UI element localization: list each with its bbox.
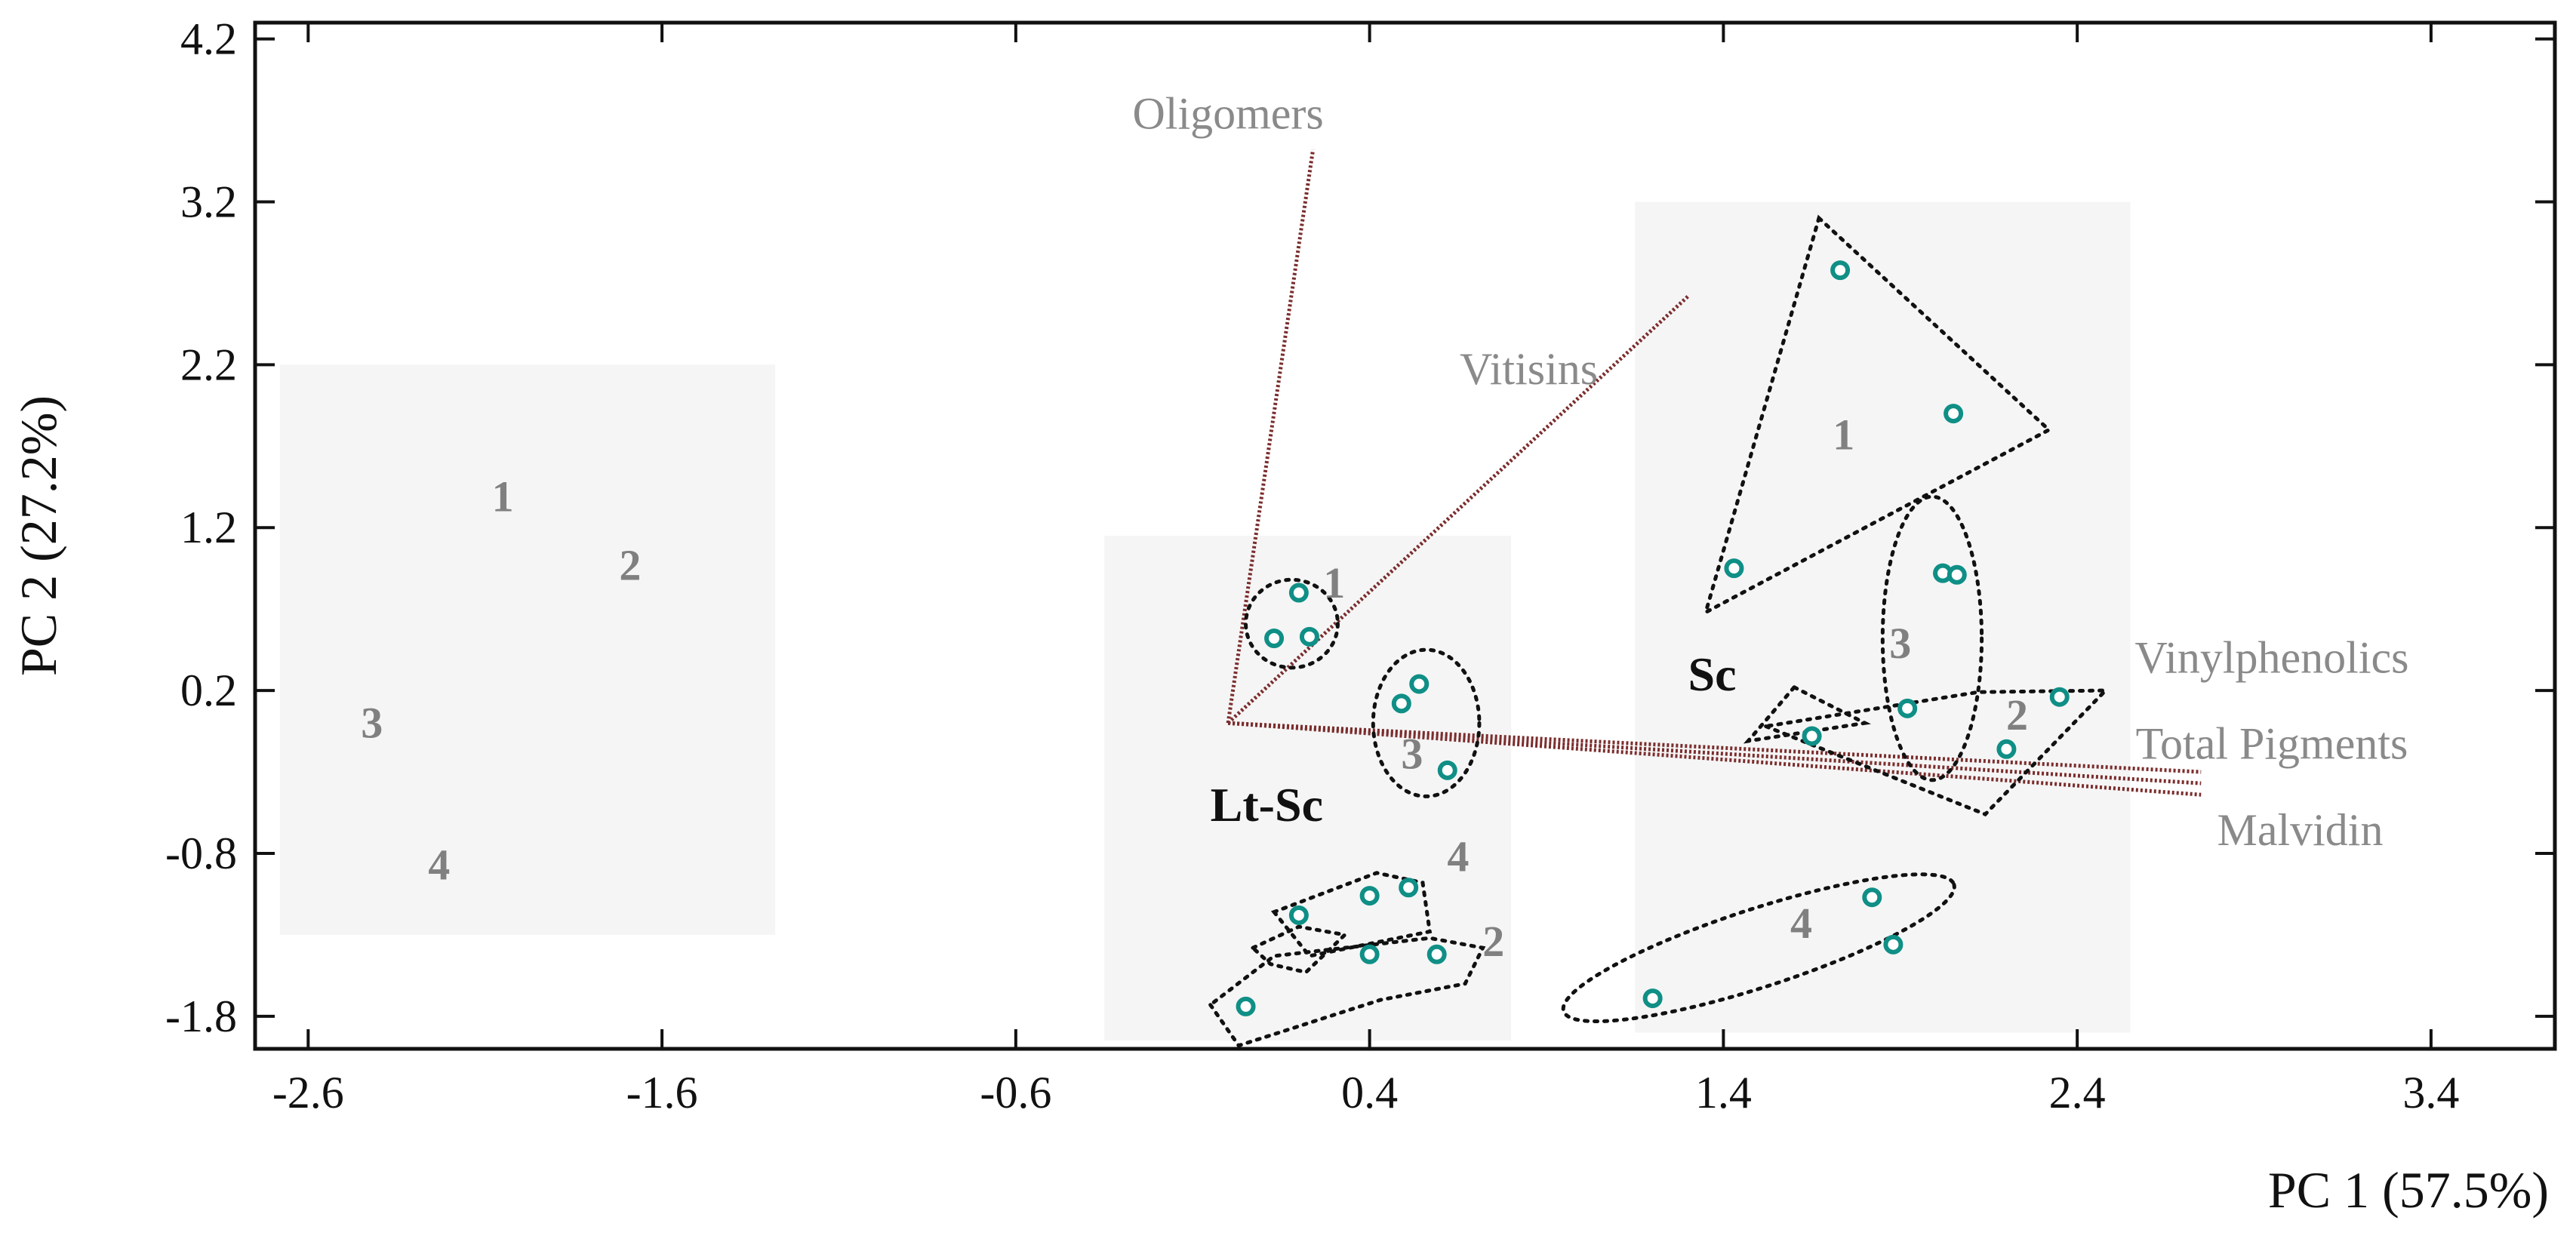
point-sc-3 bbox=[1947, 564, 1967, 585]
loading-vinylphenolics bbox=[1227, 721, 2202, 774]
group-number-label: 1 bbox=[1833, 410, 1854, 460]
x-tick-label: -2.6 bbox=[272, 1068, 344, 1117]
panel-sc bbox=[1635, 201, 2131, 1033]
point-sc-2 bbox=[2049, 687, 2070, 707]
group-label-lt-sc: Lt-Sc bbox=[1211, 778, 1323, 832]
point-sc-2 bbox=[1802, 726, 1822, 746]
group-number-label: 3 bbox=[1401, 730, 1423, 779]
x-tick-label: -0.6 bbox=[980, 1068, 1051, 1117]
group-number-label: 4 bbox=[1447, 832, 1469, 881]
y-axis-title: PC 2 (27.2%) bbox=[10, 395, 67, 676]
annotation-labels: 123413421324Lt-ScScOligomersVitisinsViny… bbox=[361, 88, 2408, 966]
loading-label-vitisins: Vitisins bbox=[1460, 344, 1598, 394]
loading-label-total-pigments: Total Pigments bbox=[2136, 719, 2408, 769]
y-tick-label: 4.2 bbox=[180, 14, 237, 64]
hull-sc-3 bbox=[1880, 494, 1984, 782]
point-sc-4 bbox=[1883, 934, 1904, 955]
point-sc-1 bbox=[1830, 260, 1851, 281]
point-sc-4 bbox=[1642, 988, 1663, 1009]
point-sc-1 bbox=[1944, 404, 1964, 424]
x-tick-label: 1.4 bbox=[1695, 1068, 1752, 1117]
y-tick-label: 0.2 bbox=[180, 666, 237, 715]
x-tick-label: 3.4 bbox=[2402, 1068, 2459, 1117]
x-tick-label: 0.4 bbox=[1341, 1068, 1398, 1117]
loading-vitisins bbox=[1226, 294, 1690, 725]
loading-oligomers bbox=[1226, 149, 1316, 724]
point-lt-sc-4 bbox=[1399, 878, 1419, 898]
y-tick-label: -1.8 bbox=[165, 991, 237, 1041]
loading-label-oligomers: Oligomers bbox=[1132, 88, 1323, 138]
hull-lt-sc-2 bbox=[1208, 936, 1486, 1048]
hull-sc-4 bbox=[1561, 872, 1956, 1024]
point-sc-4 bbox=[1862, 887, 1882, 908]
hull-lt-sc-2-4-bridge bbox=[1249, 924, 1350, 975]
hull-sc-1 bbox=[1702, 214, 2052, 616]
group-label-sc: Sc bbox=[1688, 647, 1737, 701]
background-panels bbox=[279, 201, 2131, 1041]
point-sc-3 bbox=[1897, 698, 1918, 718]
point-lt-sc-3 bbox=[1437, 760, 1457, 780]
point-sc-2 bbox=[1996, 739, 2017, 759]
plot-frame bbox=[253, 20, 2557, 1051]
point-sc-1 bbox=[1724, 558, 1744, 579]
group-number-label: 1 bbox=[492, 472, 514, 521]
x-tick-label: 2.4 bbox=[2049, 1068, 2106, 1117]
point-lt-sc-4 bbox=[1359, 886, 1380, 906]
point-lt-sc-1 bbox=[1299, 626, 1319, 647]
group-number-label: 2 bbox=[619, 540, 641, 589]
x-tick-label: -1.6 bbox=[626, 1068, 698, 1117]
group-number-label: 2 bbox=[1482, 917, 1504, 966]
point-lt-sc-1 bbox=[1288, 583, 1309, 603]
y-tick-label: 2.2 bbox=[180, 340, 237, 389]
panel-left bbox=[279, 364, 776, 935]
y-tick-label: -0.8 bbox=[165, 829, 237, 878]
point-lt-sc-2 bbox=[1236, 996, 1256, 1016]
group-number-label: 3 bbox=[361, 699, 383, 748]
point-lt-sc-2 bbox=[1359, 944, 1380, 964]
loading-label-vinylphenolics: Vinylphenolics bbox=[2134, 632, 2408, 682]
x-axis-title: PC 1 (57.5%) bbox=[2268, 1161, 2549, 1219]
axis-ticks: -2.6 -1.6 -0.6 0.4 1.4 2.4 3.4 -1.8 -0.8 0.2 1.2 2.… bbox=[165, 14, 2555, 1117]
hull-lt-sc-3 bbox=[1371, 647, 1482, 798]
y-tick-label: 3.2 bbox=[180, 177, 237, 226]
group-number-label: 4 bbox=[1790, 899, 1812, 948]
loading-label-malvidin: Malvidin bbox=[2217, 805, 2383, 855]
hull-lt-sc-1 bbox=[1244, 577, 1340, 670]
loading-total-pigments bbox=[1227, 721, 2202, 785]
point-lt-sc-1 bbox=[1264, 629, 1285, 648]
point-lt-sc-3 bbox=[1409, 674, 1430, 694]
group-number-label: 2 bbox=[2006, 690, 2028, 739]
loading-vectors bbox=[1226, 149, 2202, 797]
score-points bbox=[1236, 260, 2070, 1016]
point-lt-sc-3 bbox=[1391, 693, 1411, 714]
point-lt-sc-2 bbox=[1426, 944, 1447, 964]
y-tick-label: 1.2 bbox=[180, 503, 237, 552]
group-number-label: 1 bbox=[1323, 558, 1345, 607]
group-number-label: 3 bbox=[1889, 619, 1911, 668]
point-lt-sc-4 bbox=[1288, 905, 1309, 925]
group-number-label: 4 bbox=[428, 840, 450, 889]
hull-lt-sc-4 bbox=[1270, 871, 1433, 958]
